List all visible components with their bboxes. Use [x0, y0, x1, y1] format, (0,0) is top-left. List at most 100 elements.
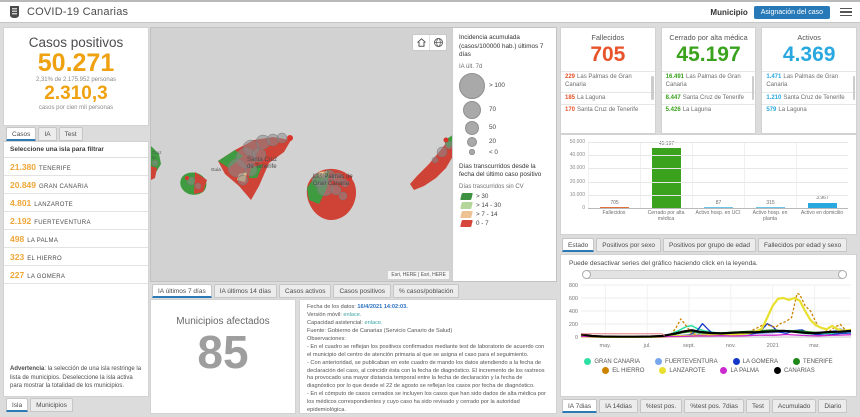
ia-line-chart-card: Puede desactivar series del gráfico haci… — [560, 254, 857, 397]
legend-item-la-gomera[interactable]: LA GOMERA — [733, 358, 778, 365]
legend-item-canarias[interactable]: CANARIAS — [774, 367, 815, 374]
line-tab-diario[interactable]: Diario — [818, 399, 847, 413]
estado-tab-positivos-por-sexo[interactable]: Positivos por sexo — [596, 238, 661, 252]
map-tab-ia-ltimos-7-d-as[interactable]: IA últimos 7 días — [152, 284, 212, 298]
ia-legend-item: 50 — [459, 121, 550, 135]
status-card-value: 4.369 — [762, 43, 856, 67]
gobierno-canarias-logo — [8, 5, 21, 19]
status-card-row: 185La Laguna — [561, 92, 655, 105]
island-row-gran-canaria[interactable]: 20.849GRAN CANARIA — [4, 176, 148, 194]
legend-item-lanzarote[interactable]: LANZAROTE — [659, 367, 705, 374]
legend-dot-icon — [655, 358, 662, 365]
capacity-link[interactable]: enlace. — [363, 320, 383, 326]
basemap-button[interactable] — [429, 35, 446, 50]
legend-label: CANARIAS — [784, 368, 815, 374]
estado-tabs: EstadoPositivos por sexoPositivos por gr… — [562, 238, 847, 252]
positive-cases-rate-label: casos por cien mil personas — [4, 105, 148, 111]
data-date-value: 16/4/2021 14:02:03. — [356, 304, 408, 310]
estado-tab-positivos-por-grupo-de-edad[interactable]: Positivos por grupo de edad — [663, 238, 756, 252]
estado-tab-estado[interactable]: Estado — [562, 238, 594, 252]
bar-cerrado-por-alta-m-dica[interactable] — [652, 148, 681, 208]
legend-item-fuerteventura[interactable]: FUERTEVENTURA — [655, 358, 718, 365]
bar-category-label: Activo en domicilio — [796, 211, 848, 223]
home-button[interactable] — [413, 35, 429, 50]
app-title: COVID-19 Canarias — [27, 6, 128, 18]
island-row-lanzarote[interactable]: 4.801LANZAROTE — [4, 194, 148, 212]
bar-activo-en-domicilio[interactable] — [808, 203, 837, 208]
y-axis-tick: 30.000 — [561, 165, 585, 171]
menu-icon[interactable] — [840, 6, 852, 19]
island-row-la-gomera[interactable]: 227LA GOMERA — [4, 266, 148, 284]
legend-ia-subtitle: IA últ. 7d — [459, 64, 550, 70]
legend-item-gran-canaria[interactable]: GRAN CANARIA — [584, 358, 640, 365]
bar-category-label: Activo hosp. en UCI — [692, 211, 744, 223]
map-tab-casos-activos[interactable]: Casos activos — [279, 284, 331, 298]
island-row-la-palma[interactable]: 498LA PALMA — [4, 230, 148, 248]
time-range-slider[interactable] — [583, 270, 846, 279]
status-card-title: Fallecidos — [563, 33, 653, 42]
row-value: 5.426 — [666, 107, 681, 113]
mobile-version-link[interactable]: enlace. — [342, 312, 362, 318]
map-label-guia: Guía — [211, 167, 221, 172]
bar-fallecidos[interactable] — [600, 207, 629, 208]
map-tab-casos-positivos[interactable]: Casos positivos — [333, 284, 391, 298]
island-name: LA GOMERA — [27, 274, 65, 280]
line-tab-test[interactable]: Test — [746, 399, 770, 413]
line-tab-acumulado[interactable]: Acumulado — [772, 399, 817, 413]
island-row-fuerteventura[interactable]: 2.192FUERTEVENTURA — [4, 212, 148, 230]
island-row-tenerife[interactable]: 21.380TENERIFE — [4, 158, 148, 176]
slider-handle-left[interactable] — [582, 270, 591, 279]
scrollbar-thumb[interactable] — [651, 76, 654, 100]
bar-activo-hosp-en-uci[interactable] — [704, 207, 733, 208]
scrollbar-thumb[interactable] — [853, 76, 856, 100]
ia-legend-label: 50 — [489, 124, 496, 131]
map-panel[interactable]: Cruz la — [150, 27, 557, 282]
row-name: Santa Cruz de Tenerife — [683, 95, 744, 101]
map-label-tenerife: Santa Cruz — [247, 157, 277, 163]
observation-line: - En el cómputo de casos cerrados se inc… — [307, 391, 549, 414]
tab-casos[interactable]: Casos — [6, 127, 36, 141]
status-card-row: 5.426La Laguna — [662, 104, 756, 117]
bar-value-label: 87 — [693, 200, 744, 206]
bar-column-activo-hosp-en-planta: 315 — [744, 142, 796, 208]
scrollbar-thumb[interactable] — [752, 76, 755, 100]
source-line: Fuente: Gobierno de Canarias (Servicio C… — [307, 328, 549, 336]
status-cards: Fallecidos705229Las Palmas de Gran Canar… — [560, 27, 857, 134]
ia-legend-label: 20 — [489, 138, 496, 145]
y-tick-label: 0 — [575, 335, 578, 341]
line-tab-test-pos[interactable]: %test pos. — [640, 399, 682, 413]
line-chart-legend: GRAN CANARIA FUERTEVENTURA LA GOMERA TENERI… — [561, 358, 856, 374]
tab-municipios[interactable]: Municipios — [30, 398, 73, 412]
legend-item-tenerife[interactable]: TENERIFE — [793, 358, 833, 365]
map-controls — [412, 34, 447, 51]
map-tab-ia-ltimos-14-d-as[interactable]: IA últimos 14 días — [214, 284, 277, 298]
bar-column-activo-hosp-en-uci: 87 — [692, 142, 744, 208]
map-canvas[interactable]: Cruz la — [151, 28, 454, 281]
legend-item-el-hierro[interactable]: EL HIERRO — [602, 367, 644, 374]
x-tick-label: 2021 — [767, 343, 779, 349]
legend-item-la-palma[interactable]: LA PALMA — [720, 367, 759, 374]
slider-handle-right[interactable] — [838, 270, 847, 279]
tab-ia[interactable]: IA — [38, 127, 56, 141]
line-tab-ia-7dias[interactable]: IA 7dias — [562, 399, 597, 413]
bar-activo-hosp-en-planta[interactable] — [756, 207, 785, 208]
island-row-el-hierro[interactable]: 323EL HIERRO — [4, 248, 148, 266]
estado-tab-fallecidos-por-edad-y-sexo[interactable]: Fallecidos por edad y sexo — [758, 238, 847, 252]
days-legend-label: > 14 - 30 — [476, 202, 501, 209]
line-tab-ia-14dias[interactable]: IA 14dias — [599, 399, 638, 413]
legend-ia-title: Incidencia acumulada (casos/100000 hab.)… — [459, 34, 550, 60]
header: COVID-19 Canarias Municipio Asignación d… — [0, 0, 860, 23]
map-attribution: Esri, HERE | Esri, HERE — [388, 271, 449, 279]
map-tab-casos-poblaci-n[interactable]: % casos/población — [393, 284, 459, 298]
tab-isla[interactable]: Isla — [6, 398, 28, 412]
assign-case-button[interactable]: Asignación del caso — [754, 6, 830, 19]
island-filter-header: Seleccione una isla para filtrar — [4, 142, 148, 158]
tab-test[interactable]: Test — [59, 127, 83, 141]
legend-label: LANZAROTE — [669, 368, 705, 374]
line-tab-test-pos-7dias[interactable]: %test pos. 7dias — [684, 399, 744, 413]
gridline — [588, 168, 848, 169]
bar-chart-plot: 70545.197873153.967 — [588, 142, 848, 209]
days-legend-label: 0 - 7 — [476, 220, 489, 227]
legend-days-subtitle: Días trascurridos sin CV — [459, 184, 550, 190]
bubble-icon — [459, 101, 485, 119]
